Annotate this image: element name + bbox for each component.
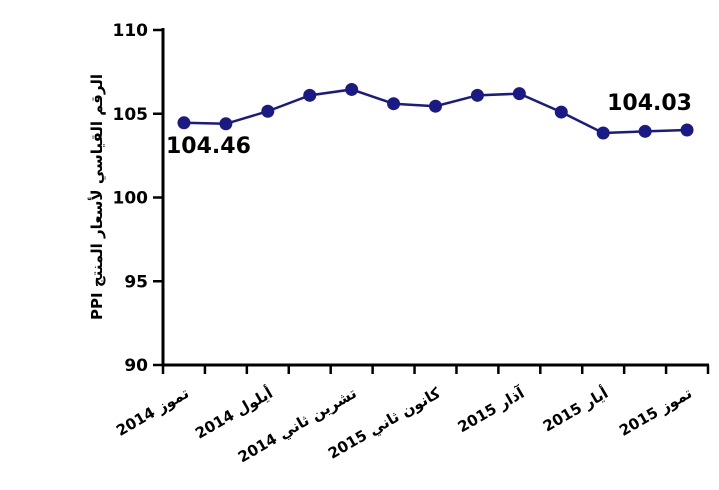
data-point-marker <box>680 123 694 137</box>
data-point-marker <box>638 124 652 138</box>
y-axis-title: الرقم القياسي لأسعار المنتج PPI <box>88 74 106 320</box>
x-axis-tick-label: تموز 2015 <box>616 384 695 440</box>
y-axis-tick-label: 110 <box>113 21 149 41</box>
data-point-marker <box>177 116 191 130</box>
data-point-marker <box>596 126 610 140</box>
x-axis-tick-label: تموز 2014 <box>113 384 192 440</box>
data-point-marker <box>429 99 442 113</box>
last-point-data-label: 104.03 <box>607 91 692 116</box>
data-point-marker <box>219 117 233 131</box>
data-point-marker <box>512 87 526 101</box>
x-axis-tick-label: أيار 2015 <box>539 383 611 435</box>
data-point-marker <box>261 104 275 118</box>
data-point-marker <box>387 97 401 111</box>
data-point-marker <box>470 88 484 102</box>
y-axis-tick-label: 100 <box>113 189 149 209</box>
x-axis-tick-label: آذار 2015 <box>455 383 528 436</box>
y-axis-tick-label: 90 <box>124 356 148 376</box>
first-point-data-label: 104.46 <box>166 134 251 159</box>
data-point-marker <box>554 105 568 119</box>
y-axis-tick-label: 95 <box>124 272 148 292</box>
data-point-marker <box>303 88 317 102</box>
data-point-marker <box>345 82 359 96</box>
y-axis-tick-label: 105 <box>113 105 149 125</box>
